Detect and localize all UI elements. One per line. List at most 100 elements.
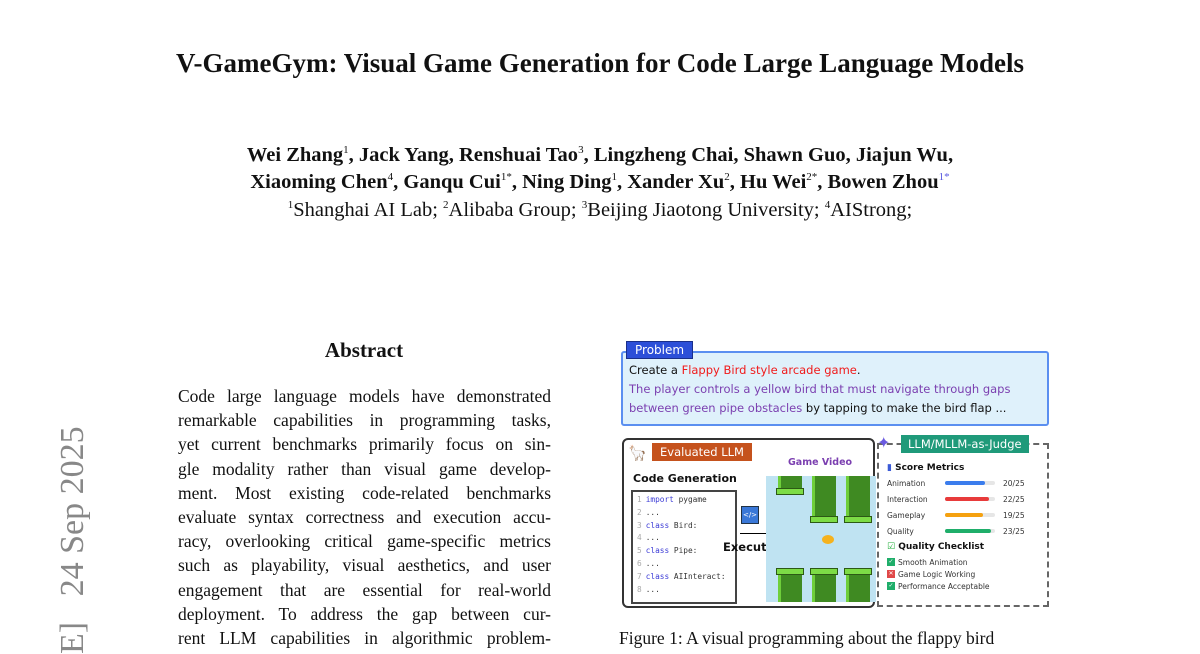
cross-icon: ✕	[887, 570, 895, 578]
llama-icon: 🦙	[628, 444, 647, 462]
line-number: 8	[637, 584, 642, 594]
code-text: AIInteract:	[669, 571, 726, 581]
code-text: ...	[645, 533, 660, 543]
metric-row: Animation 20/25	[887, 475, 1039, 491]
code-text: ...	[645, 507, 660, 517]
affiliation: AIStrong;	[830, 199, 913, 221]
metric-score: 22/25	[1003, 494, 1025, 504]
judge-panel: ▮ Score Metrics Animation 20/25 Interactio…	[877, 443, 1049, 607]
metric-bar-fill	[945, 497, 989, 501]
code-line: 1 import pygame	[637, 494, 731, 507]
metric-bar-fill	[945, 529, 991, 533]
code-line: 2...	[637, 507, 731, 520]
author-affil-mark: 1*	[500, 171, 512, 184]
line-number: 4	[637, 533, 642, 543]
line-number: 5	[637, 546, 642, 556]
metric-bar-fill	[945, 513, 983, 517]
checklist-item: ✕ Game Logic Working	[887, 568, 1039, 580]
author-affil-mark: 2*	[806, 171, 818, 184]
code-text: Pipe:	[669, 546, 698, 556]
problem-text-3b: by tapping to make the bird flap ...	[802, 401, 1007, 415]
judge-tag: LLM/MLLM-as-Judge	[901, 435, 1029, 453]
authors-line-1: Wei Zhang1, Jack Yang, Renshuai Tao3, Li…	[246, 144, 954, 166]
line-number: 3	[637, 520, 642, 530]
metric-label: Animation	[887, 478, 926, 488]
author-name: Lingzheng Chai	[593, 144, 734, 166]
code-generation-heading: Code Generation	[633, 472, 737, 485]
metric-label: Gameplay	[887, 510, 926, 520]
affiliation: Beijing Jiaotong University;	[587, 199, 820, 221]
check-icon: ✓	[887, 558, 895, 566]
execute-arrow	[740, 533, 768, 534]
authors-line-2: Xiaoming Chen4, Ganqu Cui1*, Ning Ding1,…	[250, 171, 950, 193]
abstract-body: Code large language models have demonstr…	[178, 384, 551, 650]
evaluated-llm-panel: 🦙 Evaluated LLM Code Generation 1 import …	[622, 438, 876, 608]
evaluated-llm-tag: Evaluated LLM	[652, 443, 752, 461]
code-keyword: class	[645, 520, 670, 530]
execute-label: Execute	[723, 540, 775, 554]
author-name: Ning Ding	[522, 171, 612, 193]
code-text: pygame	[673, 495, 707, 504]
metric-row: Quality 23/25	[887, 523, 1039, 539]
author-affil-mark: 2	[724, 171, 730, 184]
figure-caption: Figure 1: A visual programming about the…	[619, 628, 995, 648]
code-line: 3 class Bird:	[637, 520, 731, 533]
metric-bar	[945, 481, 995, 485]
author-name: Xander Xu	[627, 171, 725, 193]
checklist-label: Performance Acceptable	[898, 581, 990, 591]
line-number: 2	[637, 507, 642, 517]
code-text: Bird:	[669, 520, 698, 530]
paper-title: V-GameGym: Visual Game Generation for Co…	[176, 48, 1024, 78]
author-name: Renshuai Tao	[458, 144, 579, 166]
metric-bar	[945, 529, 995, 533]
code-keyword: class	[645, 546, 670, 556]
problem-text-3a: between green pipe obstacles	[629, 401, 803, 415]
metric-score: 23/25	[1003, 526, 1025, 536]
line-number: 1	[637, 495, 642, 504]
author-name: Wei Zhang	[246, 144, 344, 166]
author-name: Jack Yang	[358, 144, 449, 166]
line-number: 7	[637, 571, 642, 581]
code-line: 8...	[637, 584, 731, 597]
chart-icon: ▮	[887, 463, 892, 473]
abstract-line: remarkable capabilities in programming t…	[178, 410, 551, 431]
figure-1: Create a Flappy Bird style arcade game. …	[619, 341, 1051, 613]
author-name: Hu Wei	[740, 171, 807, 193]
abstract-line: evaluate syntax correctness and executio…	[178, 507, 551, 528]
abstract-heading: Abstract	[324, 338, 404, 362]
author-affil-mark: 4	[387, 171, 394, 184]
metric-score: 20/25	[1003, 478, 1025, 488]
check-icon: ☑	[887, 542, 896, 552]
judge-logo-icon: ✦	[877, 433, 891, 452]
metric-label: Interaction	[887, 494, 928, 504]
author-affil-mark: 1	[611, 171, 618, 184]
metric-row: Gameplay 19/25	[887, 507, 1039, 523]
problem-highlight: Flappy Bird style arcade game	[681, 363, 857, 377]
author-name: Bowen Zhou	[827, 171, 939, 193]
game-video-label: Game Video	[788, 457, 853, 468]
code-text: ...	[645, 558, 660, 568]
affil-mark: 3	[581, 199, 588, 212]
affiliations: 1Shanghai AI Lab; 2Alibaba Group; 3Beiji…	[0, 199, 1200, 222]
problem-tag: Problem	[626, 341, 694, 359]
metric-label: Quality	[887, 526, 914, 536]
line-number: 6	[637, 558, 642, 568]
author-name: Ganqu Cui	[403, 171, 501, 193]
checklist-label: Smooth Animation	[898, 557, 968, 567]
score-metrics-heading: Score Metrics	[895, 463, 965, 473]
author-affil-mark: 3	[578, 144, 584, 157]
metric-row: Interaction 22/25	[887, 491, 1039, 507]
game-video-frame	[766, 476, 876, 602]
abstract-line: engagement that are essential for real-w…	[178, 579, 551, 600]
abstract-line: gle modality rather than visual game dev…	[178, 458, 551, 479]
metric-bar-fill	[945, 481, 985, 485]
abstract-line: racy, overlooking critical game-specific…	[178, 531, 551, 552]
author-affil-mark: 1	[343, 144, 349, 157]
check-icon: ✓	[887, 582, 895, 590]
affil-mark: 4	[824, 199, 831, 212]
checklist-item: ✓ Smooth Animation	[887, 556, 1039, 568]
abstract-line: ment. Most existing code-related benchma…	[178, 482, 551, 503]
code-keyword: import	[645, 495, 674, 504]
author-name: Shawn Guo	[743, 144, 846, 166]
code-text: ...	[645, 584, 660, 594]
